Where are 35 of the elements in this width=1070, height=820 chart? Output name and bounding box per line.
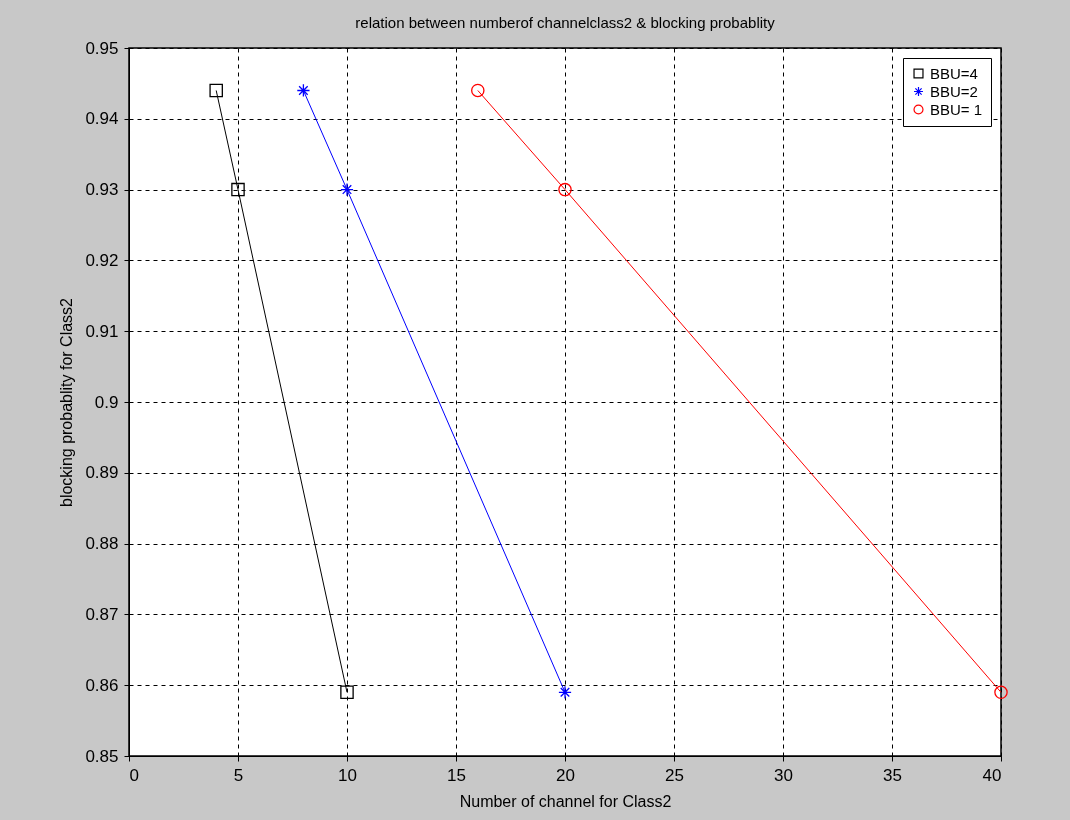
x-tick-label: 40 (982, 765, 1002, 785)
x-tick-label: 20 (556, 765, 575, 785)
point (340, 685, 354, 700)
point (471, 83, 485, 98)
x-tick-label: 10 (338, 765, 357, 785)
y-tick-label: 0.86 (85, 675, 119, 695)
y-tick-label: 0.92 (85, 250, 119, 270)
y-tick-label: 0.95 (85, 38, 119, 58)
legend-label: BBU= 1 (930, 100, 983, 118)
x-tick-label: 15 (447, 765, 466, 785)
y-axis-title: blocking probablity for Class2 (58, 297, 76, 507)
y-tick-label: 0.94 (85, 109, 119, 129)
x-tick-label: 0 (129, 765, 139, 785)
point (296, 83, 311, 98)
legend-label: BBU=2 (930, 82, 978, 100)
point (558, 685, 572, 700)
x-tick-label: 35 (883, 765, 902, 785)
chart-title: relation between numberof channelclass2 & blocking probablity (355, 14, 776, 31)
point (340, 182, 354, 197)
y-tick-label: 0.9 (94, 392, 119, 412)
point (994, 685, 1008, 700)
legend-label: BBU=4 (930, 64, 978, 82)
y-tick-label: 0.88 (85, 534, 119, 554)
y-tick-label: 0.93 (85, 180, 119, 200)
point (209, 83, 223, 98)
x-tick-label: 30 (774, 765, 793, 785)
x-axis-title: Number of channel for Class2 (459, 792, 672, 810)
point (231, 182, 245, 197)
y-tick-label: 0.91 (85, 321, 119, 341)
point (558, 182, 572, 197)
y-tick-label: 0.89 (85, 463, 119, 483)
y-tick-label: 0.85 (85, 746, 119, 766)
x-tick-label: 25 (665, 765, 684, 785)
x-tick-label: 5 (233, 765, 244, 785)
y-tick-label: 0.87 (85, 604, 119, 624)
